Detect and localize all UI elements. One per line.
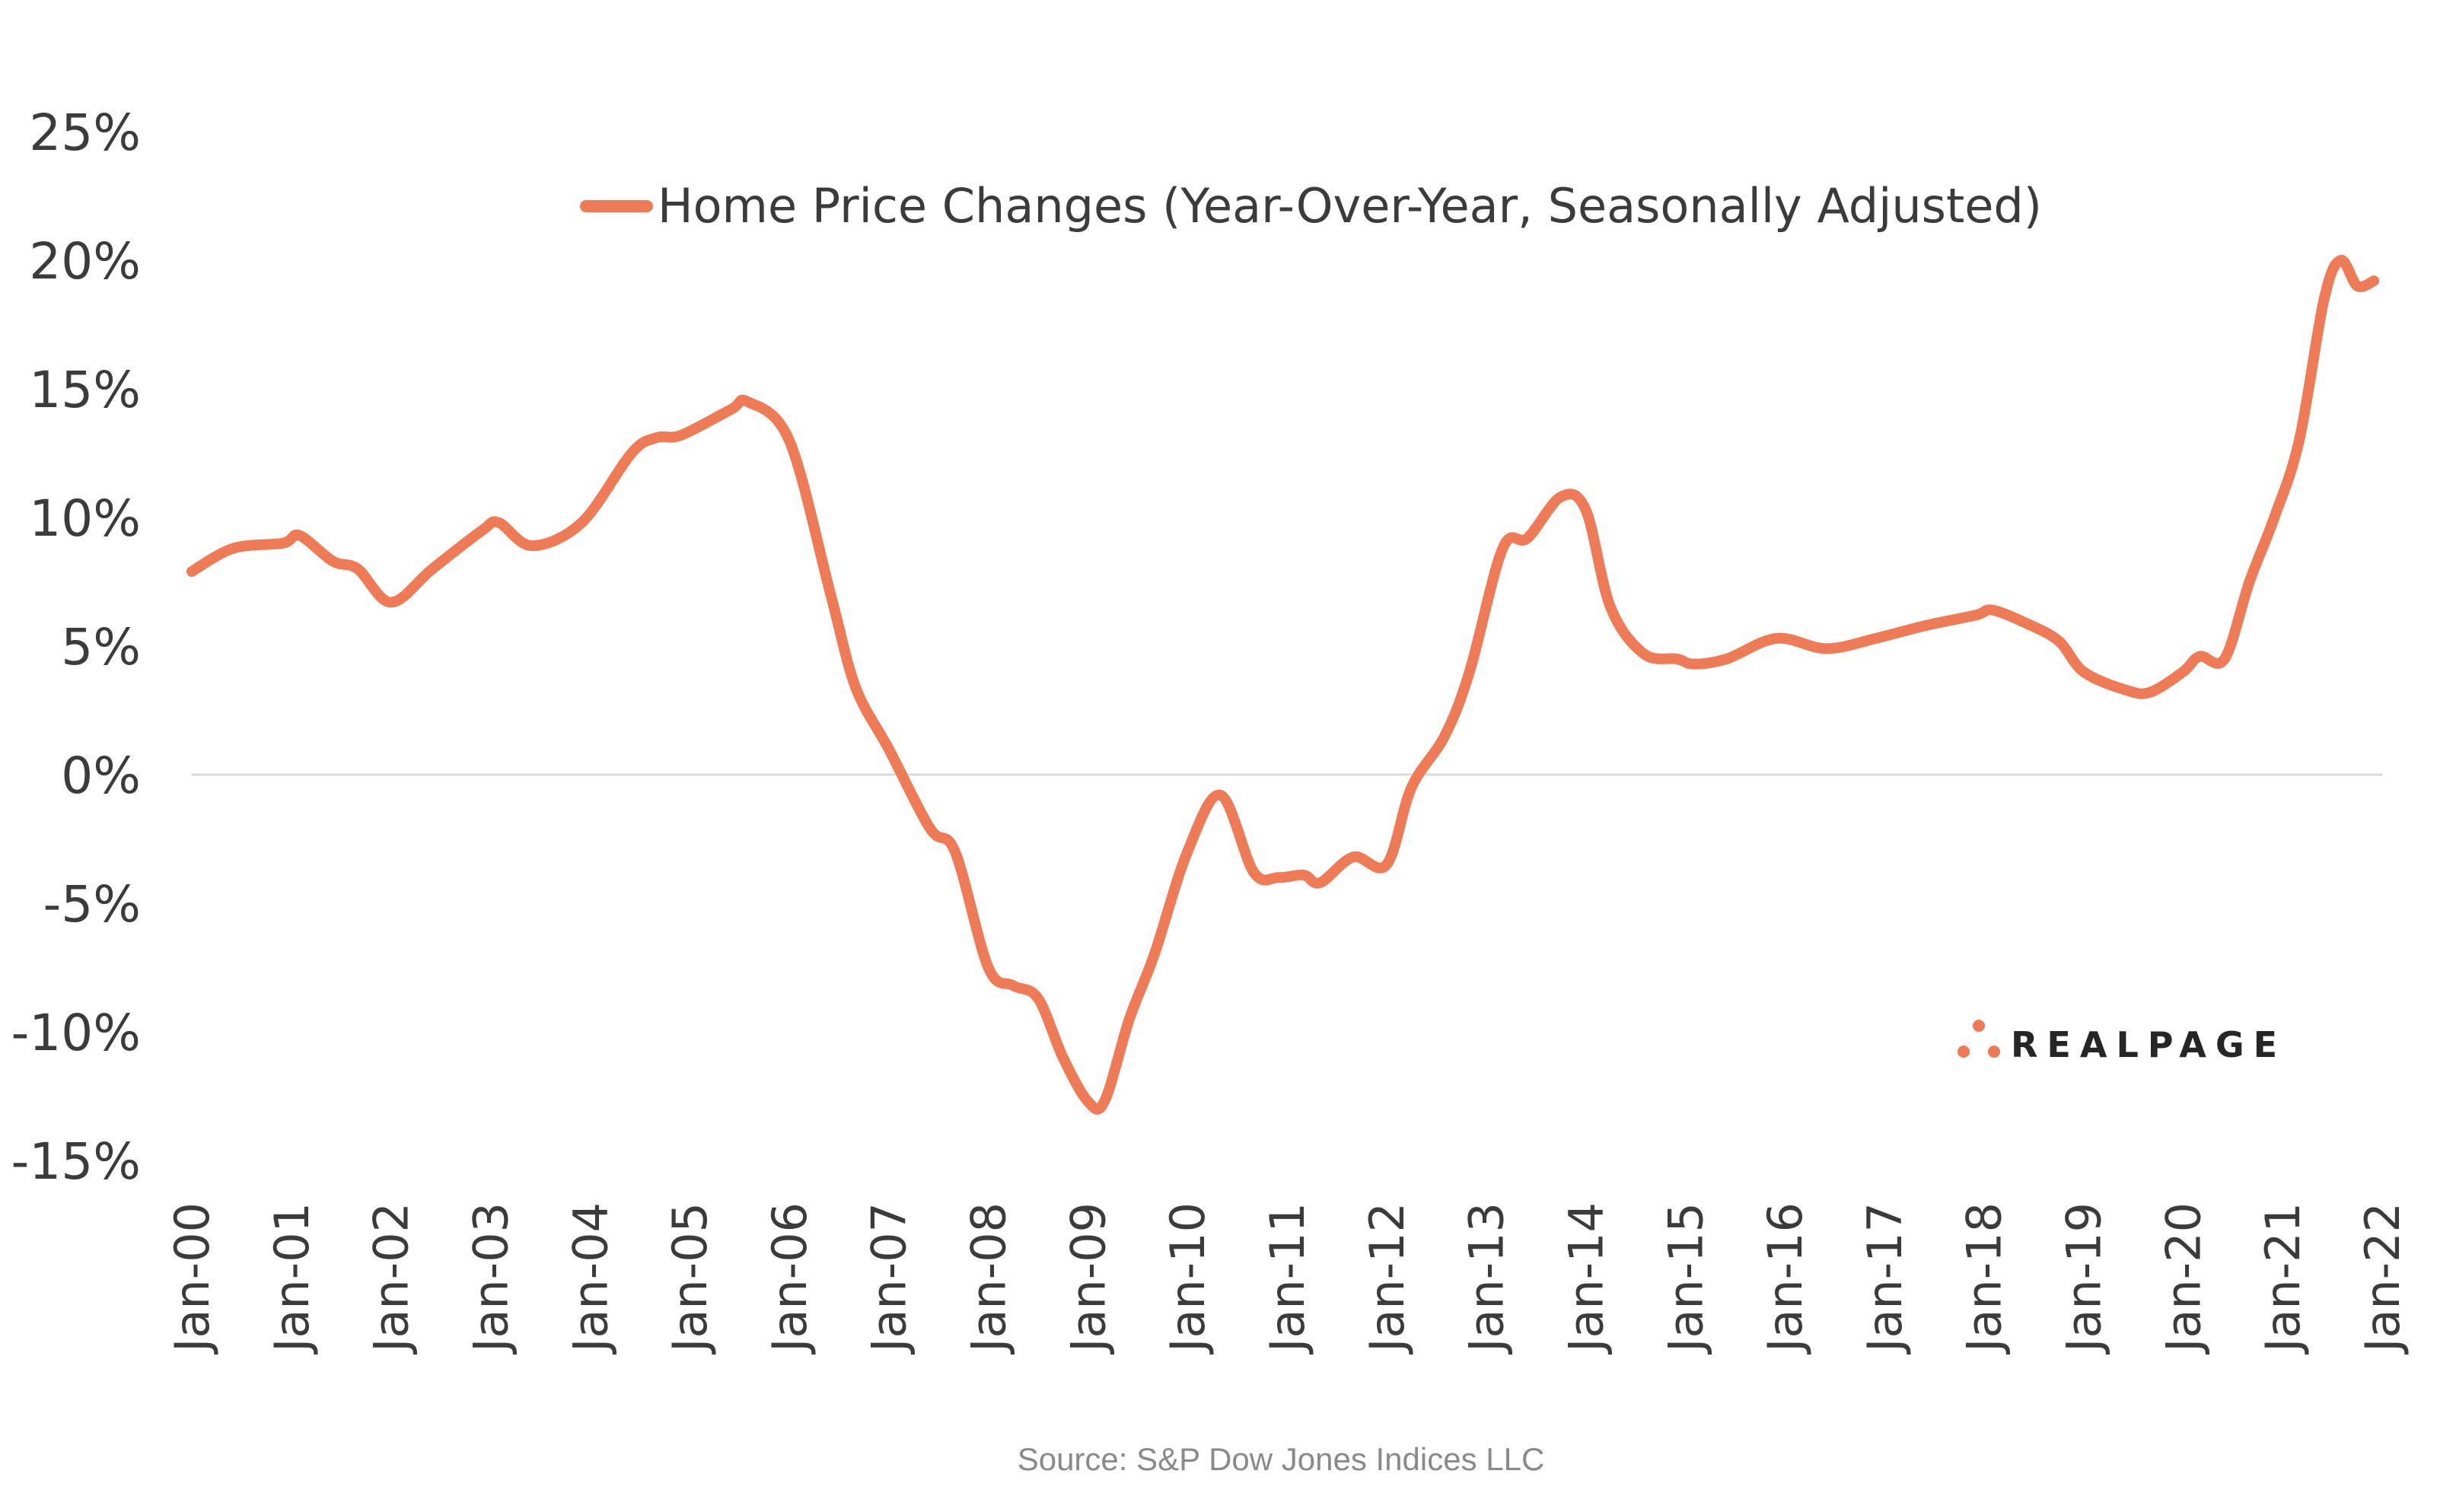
y-tick-label: 25% [29,103,141,162]
x-tick-label: Jan-19 [2056,1202,2112,1355]
x-tick-label: Jan-01 [264,1202,320,1355]
y-tick-label: 10% [29,489,141,548]
x-tick-label: Jan-05 [662,1202,718,1355]
x-tick-label: Jan-03 [463,1202,518,1355]
y-tick-label: 5% [61,618,141,676]
x-tick-label: Jan-14 [1558,1202,1614,1355]
y-tick-label: 15% [29,361,141,419]
realpage-logo: REALPAGE [1958,1020,2286,1065]
x-tick-label: Jan-22 [2355,1202,2410,1355]
x-tick-label: Jan-20 [2155,1202,2211,1355]
x-tick-label: Jan-07 [862,1202,917,1355]
x-tick-label: Jan-15 [1658,1202,1713,1355]
y-tick-label: -5% [43,875,141,934]
source-note: Source: S&P Dow Jones Indices LLC [1018,1441,1545,1477]
logo-text: REALPAGE [2011,1024,2286,1065]
x-tick-label: Jan-06 [762,1202,817,1355]
y-axis-ticks: 25% 20% 15% 10% 5% 0% -5% -10% -15% [11,103,141,1191]
series-line-home-price-changes [186,255,2380,1115]
y-tick-label: 0% [61,746,141,805]
x-tick-label: Jan-21 [2255,1202,2311,1355]
logo-dot [1973,1020,1985,1032]
y-tick-label: 20% [29,232,141,291]
x-tick-label: Jan-04 [562,1202,618,1355]
x-tick-label: Jan-16 [1757,1202,1813,1355]
logo-dot [1958,1046,1970,1058]
logo-dot [1988,1046,2000,1058]
x-tick-label: Jan-17 [1857,1202,1913,1355]
x-tick-label: Jan-02 [364,1202,419,1355]
legend: Home Price Changes (Year-Over-Year, Seas… [580,178,2042,234]
x-tick-label: Jan-10 [1160,1202,1215,1355]
x-tick-label: Jan-09 [1060,1202,1116,1355]
y-tick-label: -15% [11,1132,141,1191]
x-tick-label: Jan-08 [961,1202,1017,1355]
x-tick-label: Jan-11 [1260,1202,1315,1355]
x-axis-ticks: Jan-00 Jan-01 Jan-02 Jan-03 Jan-04 Jan-05 Jan-… [164,1202,2410,1355]
x-tick-label: Jan-00 [164,1202,220,1355]
x-tick-label: Jan-18 [1957,1202,2012,1355]
y-tick-label: -10% [11,1004,141,1062]
x-tick-label: Jan-13 [1459,1202,1515,1355]
x-tick-label: Jan-12 [1359,1202,1415,1355]
legend-label: Home Price Changes (Year-Over-Year, Seas… [658,178,2042,234]
